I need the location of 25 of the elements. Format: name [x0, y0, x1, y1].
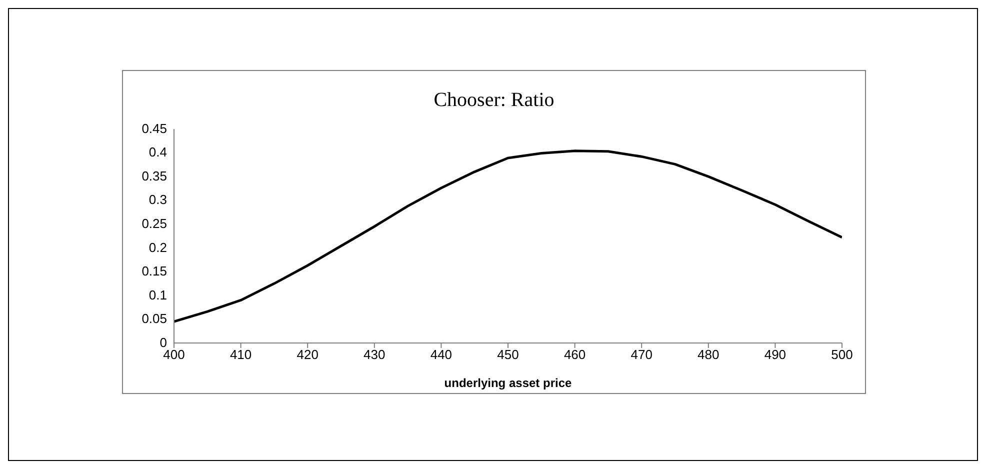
- y-tick-label: 0.25: [142, 216, 167, 232]
- y-tick-label: 0.4: [148, 144, 167, 160]
- x-tick-label: 450: [497, 347, 519, 362]
- y-tick-label: 0.3: [148, 192, 167, 208]
- x-tick-label: 400: [163, 347, 185, 362]
- chart-frame: Chooser: Ratio 400 410 420 430 440 450 460 470 480 490 500 underlying asset price 0 0.05 0.1 0.15 0.2 0.25 0.3 0.35 0.4 0.45: [122, 70, 866, 394]
- y-tick-label: 0.45: [142, 120, 167, 136]
- line-series: [174, 150, 842, 323]
- x-tick-label: 420: [296, 347, 318, 362]
- x-tick-label: 460: [564, 347, 586, 362]
- x-axis-title: underlying asset price: [444, 376, 572, 390]
- x-tick-label: 440: [430, 347, 452, 362]
- chart-title: Chooser: Ratio: [432, 89, 556, 112]
- y-tick-label: 0.2: [148, 240, 167, 255]
- y-tick-label: 0.35: [142, 168, 167, 184]
- x-tick-label: 490: [764, 347, 786, 362]
- x-tick-label: 470: [630, 347, 652, 362]
- x-tick-label: 500: [831, 347, 853, 362]
- y-tick-label: 0.05: [142, 311, 167, 326]
- y-tick-label: 0.1: [148, 287, 167, 302]
- x-tick-label: 430: [364, 347, 386, 362]
- x-tick-label: 480: [698, 347, 720, 362]
- x-tick-label: 410: [230, 347, 252, 362]
- y-tick-label: 0: [160, 334, 167, 350]
- y-tick-label: 0.15: [142, 264, 167, 279]
